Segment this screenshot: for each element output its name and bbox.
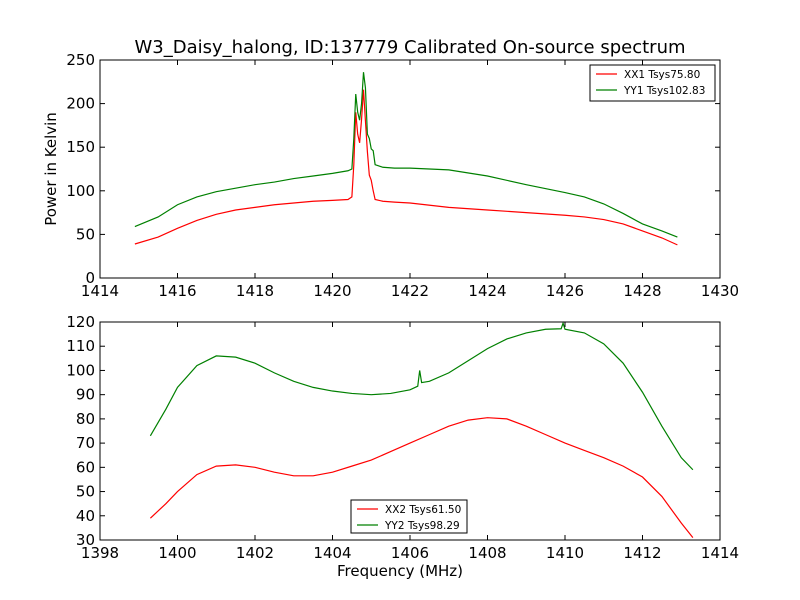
y-tick-label: 70 xyxy=(76,434,95,452)
y-tick-label: 200 xyxy=(66,95,95,113)
legend-label: XX1 Tsys75.80 xyxy=(624,69,700,81)
x-tick-label: 1404 xyxy=(313,544,351,562)
x-tick-label: 1402 xyxy=(236,544,274,562)
y-tick-label: 50 xyxy=(76,483,95,501)
y-tick-label: 0 xyxy=(85,269,95,287)
legend-box xyxy=(350,499,468,534)
x-tick-label: 1406 xyxy=(391,544,429,562)
legend-label: XX2 Tsys61.50 xyxy=(385,504,461,516)
series-line-0-1 xyxy=(134,72,678,238)
series-line-1-0 xyxy=(149,417,694,538)
x-tick-label: 1430 xyxy=(701,282,739,300)
y-tick-label: 100 xyxy=(66,182,95,200)
x-axis-label: Frequency (MHz) xyxy=(337,562,463,580)
y-tick-label: 50 xyxy=(76,225,95,243)
x-tick-label: 1424 xyxy=(468,282,506,300)
x-tick-label: 1420 xyxy=(313,282,351,300)
legend: XX1 Tsys75.80 YY1 Tsys102.83 xyxy=(589,64,716,102)
x-tick-label: 1422 xyxy=(391,282,429,300)
x-tick-label: 1398 xyxy=(81,544,119,562)
x-tick-label: 1412 xyxy=(623,544,661,562)
series-line-1-1 xyxy=(149,321,694,471)
x-tick-label: 1408 xyxy=(468,544,506,562)
y-tick-label: 250 xyxy=(66,51,95,69)
x-tick-label: 1414 xyxy=(81,282,119,300)
legend-label: YY2 Tsys98.29 xyxy=(384,520,460,532)
top-panel: 1414 1416 1418 1420 1422 1424 1426 1428 1430 0 50 1… xyxy=(42,51,739,300)
y-tick-label: 100 xyxy=(66,361,95,379)
y-tick-label: 30 xyxy=(76,531,95,549)
y-tick-label: 80 xyxy=(76,410,95,428)
x-tick-label: 1428 xyxy=(623,282,661,300)
y-tick-label: 40 xyxy=(76,507,95,525)
series-line-0-0 xyxy=(134,89,678,246)
y-axis-label: Power in Kelvin xyxy=(42,112,60,226)
x-tick-label: 1414 xyxy=(701,544,739,562)
x-tick-label: 1418 xyxy=(236,282,274,300)
y-tick-label: 60 xyxy=(76,458,95,476)
legend-label: YY1 Tsys102.83 xyxy=(623,85,705,97)
bottom-panel: 1398 1400 1402 1404 1406 1408 1410 1412 1414 30 40… xyxy=(66,313,739,580)
legend-box xyxy=(589,64,716,102)
x-tick-label: 1426 xyxy=(546,282,584,300)
y-tick-label: 90 xyxy=(76,386,95,404)
figure-title: W3_Daisy_halong, ID:137779 Calibrated On… xyxy=(134,37,685,58)
y-tick-label: 120 xyxy=(66,313,95,331)
x-tick-label: 1400 xyxy=(158,544,196,562)
legend: XX2 Tsys61.50 YY2 Tsys98.29 xyxy=(350,499,468,534)
y-tick-label: 110 xyxy=(66,337,95,355)
y-tick-label: 150 xyxy=(66,138,95,156)
x-tick-label: 1410 xyxy=(546,544,584,562)
x-tick-label: 1416 xyxy=(158,282,196,300)
